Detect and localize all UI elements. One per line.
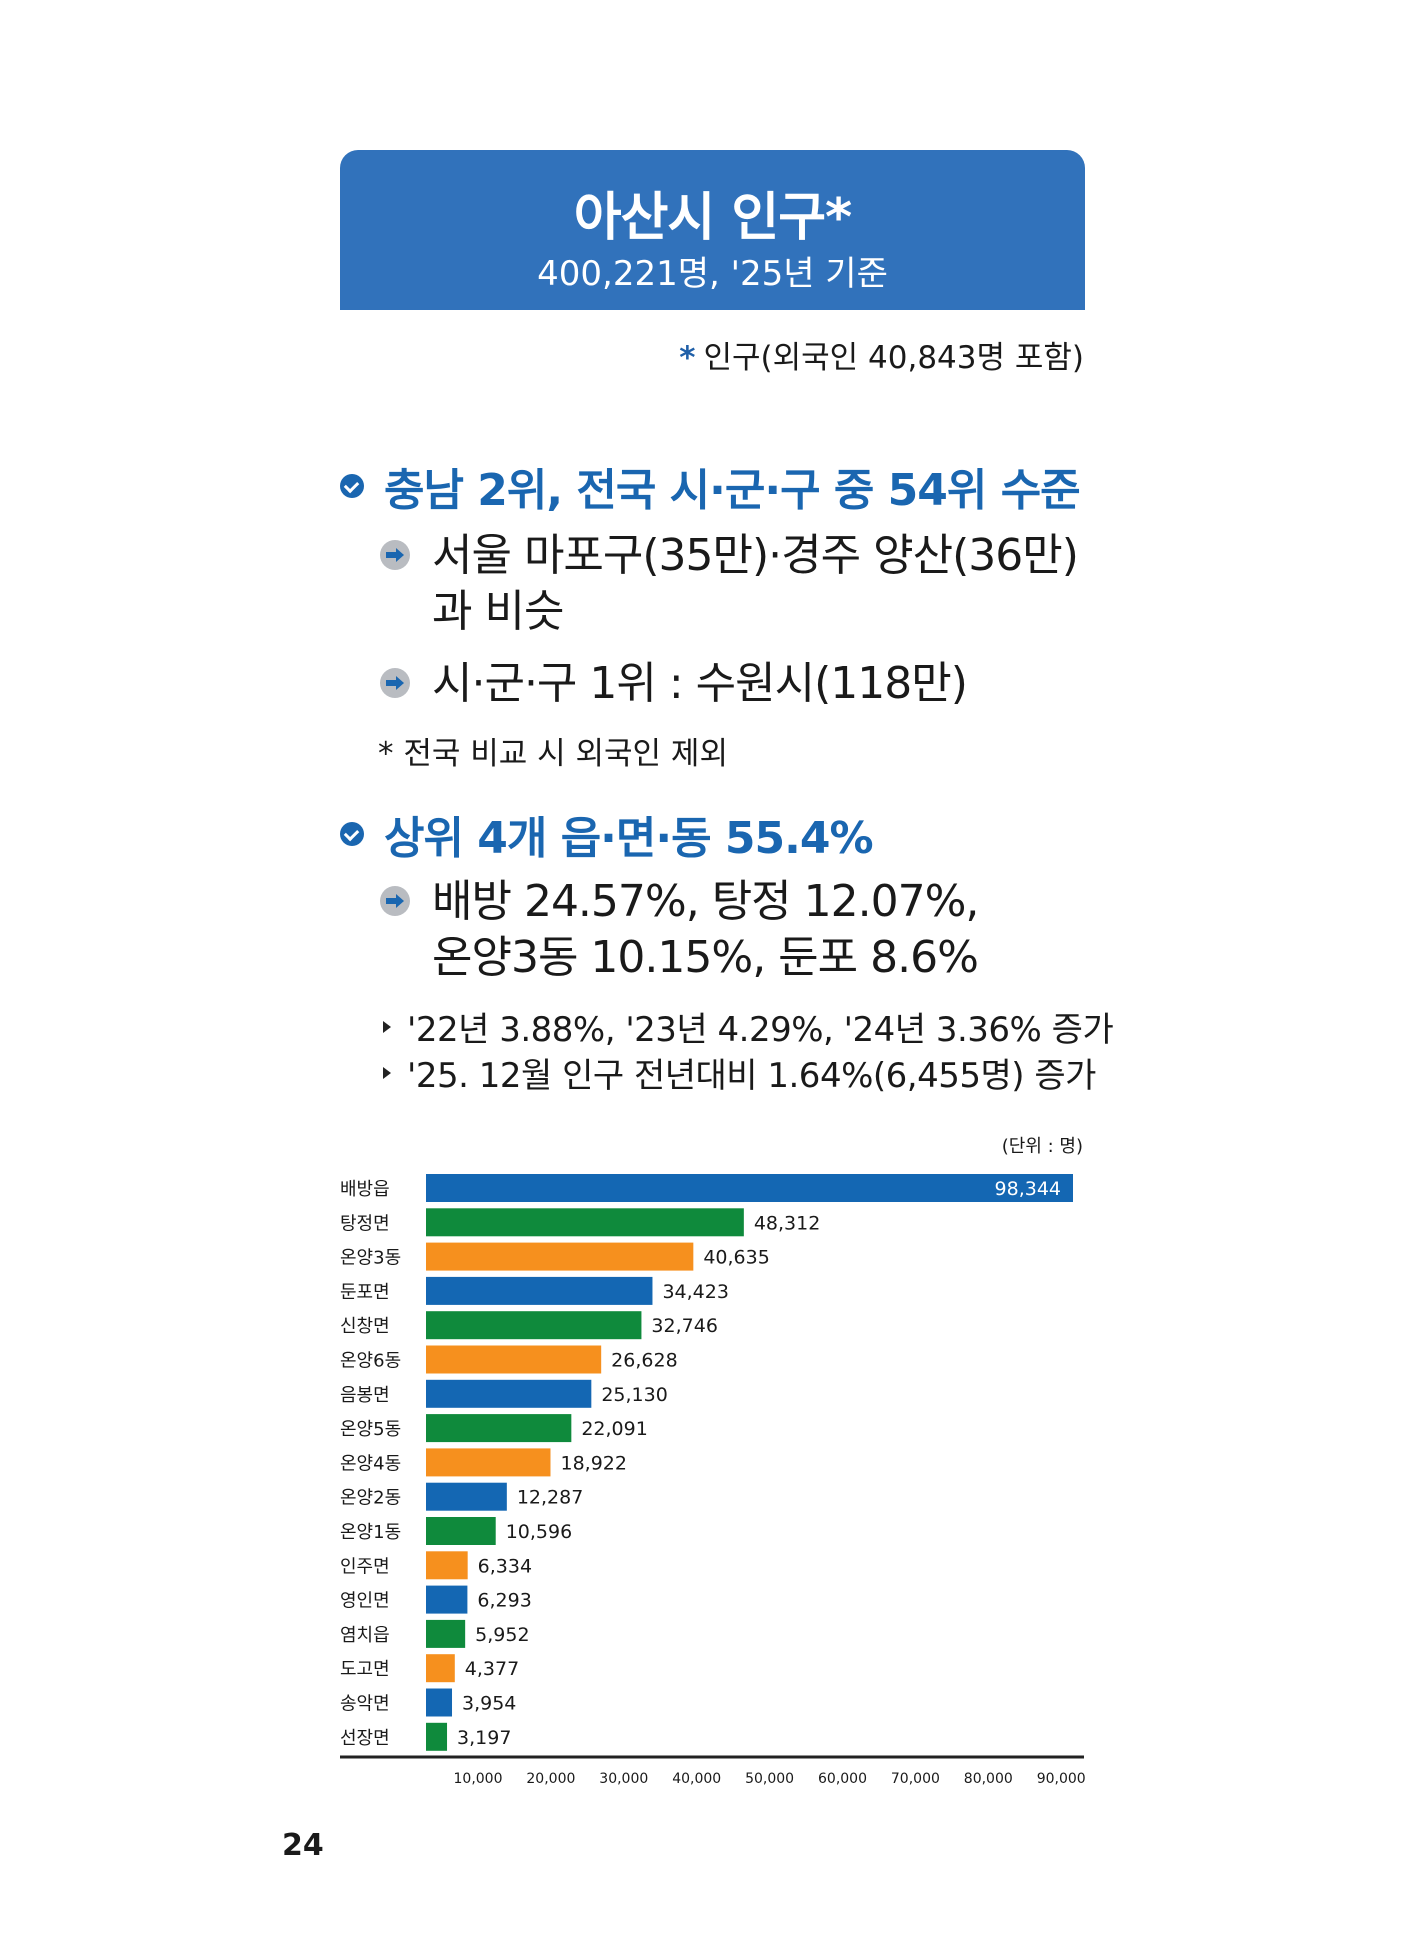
arrow-right-icon xyxy=(380,540,410,570)
data-label: 18,922 xyxy=(560,1452,626,1474)
growth-note: '22년 3.88%, '23년 4.29%, '24년 3.36% 증가 xyxy=(383,1002,1114,1051)
data-label: 98,344 xyxy=(995,1178,1061,1200)
x-tick-label: 40,000 xyxy=(672,1771,721,1787)
data-label: 34,423 xyxy=(662,1281,728,1303)
bar xyxy=(426,1242,694,1271)
bullet-text: 시·군·구 1위 : 수원시(118만) xyxy=(432,658,968,709)
category-label: 온양4동 xyxy=(340,1453,401,1474)
category-label: 송악면 xyxy=(340,1694,390,1715)
category-label: 영인면 xyxy=(340,1591,390,1612)
category-label: 온양6동 xyxy=(340,1351,401,1372)
x-tick-label: 90,000 xyxy=(1037,1771,1086,1787)
category-label: 배방읍 xyxy=(340,1179,390,1200)
population-footnote: * 인구(외국인 40,843명 포함) xyxy=(679,332,1084,377)
bar xyxy=(426,1517,496,1545)
category-label: 인주면 xyxy=(340,1556,390,1577)
bar xyxy=(426,1585,468,1614)
bar xyxy=(426,1551,468,1580)
section-heading-share: 상위 4개 읍·면·동 55.4% xyxy=(340,802,874,866)
category-label: 신창면 xyxy=(340,1316,390,1337)
x-tick-label: 50,000 xyxy=(745,1771,794,1787)
triangle-right-icon xyxy=(383,1020,391,1033)
x-tick-label: 20,000 xyxy=(526,1771,575,1787)
bar xyxy=(426,1619,466,1648)
bullet-top-rank: 시·군·구 1위 : 수원시(118만) xyxy=(380,656,968,712)
bar xyxy=(426,1722,448,1751)
check-circle-icon xyxy=(340,822,364,846)
data-label: 12,287 xyxy=(517,1487,583,1509)
bullet-text: 온양3동 10.15%, 둔포 8.6% xyxy=(432,932,979,983)
growth-note: '25. 12월 인구 전년대비 1.64%(6,455명) 증가 xyxy=(383,1048,1096,1097)
data-label: 26,628 xyxy=(611,1350,677,1372)
category-label: 둔포면 xyxy=(340,1282,390,1303)
comparison-note: * 전국 비교 시 외국인 제외 xyxy=(378,736,728,772)
section-heading-text: 상위 4개 읍·면·동 55.4% xyxy=(384,813,874,864)
data-label: 10,596 xyxy=(506,1521,572,1543)
chart-unit: (단위 : 명) xyxy=(1001,1136,1083,1157)
bullet-comparison: 서울 마포구(35만)·경주 양산(36만) 과 비슷 xyxy=(380,528,1079,640)
data-label: 6,334 xyxy=(478,1555,532,1577)
data-label: 25,130 xyxy=(601,1384,667,1406)
category-label: 탕정면 xyxy=(340,1213,390,1234)
x-tick-label: 80,000 xyxy=(964,1771,1013,1787)
check-circle-icon xyxy=(340,474,364,498)
bar xyxy=(426,1379,592,1408)
bar xyxy=(426,1414,572,1443)
bullet-text: 배방 24.57%, 탕정 12.07%, xyxy=(432,876,979,927)
data-label: 22,091 xyxy=(581,1418,647,1440)
x-tick-label: 70,000 xyxy=(891,1771,940,1787)
data-label: 6,293 xyxy=(477,1590,531,1612)
bar xyxy=(426,1688,453,1717)
category-label: 온양1동 xyxy=(340,1522,401,1543)
growth-note-text: '22년 3.88%, '23년 4.29%, '24년 3.36% 증가 xyxy=(407,1010,1114,1050)
data-label: 4,377 xyxy=(465,1658,519,1680)
bar xyxy=(426,1208,744,1237)
bar xyxy=(426,1174,1073,1202)
data-label: 3,197 xyxy=(457,1727,511,1749)
asterisk-icon: * xyxy=(679,340,696,376)
category-label: 선장면 xyxy=(340,1728,390,1749)
section-heading-rank: 충남 2위, 전국 시·군·구 중 54위 수준 xyxy=(340,454,1081,518)
bar xyxy=(426,1448,551,1477)
x-tick-label: 60,000 xyxy=(818,1771,867,1787)
bullet-share-details: 배방 24.57%, 탕정 12.07%, 온양3동 10.15%, 둔포 8.… xyxy=(380,874,979,986)
category-label: 온양3동 xyxy=(340,1248,401,1269)
x-tick-label: 30,000 xyxy=(599,1771,648,1787)
bar xyxy=(426,1482,507,1511)
category-label: 도고면 xyxy=(340,1659,390,1680)
x-tick-label: 10,000 xyxy=(454,1771,503,1787)
triangle-right-icon xyxy=(383,1066,391,1079)
page-subtitle: 400,221명, '25년 기준 xyxy=(537,254,888,294)
data-label: 3,954 xyxy=(462,1693,516,1715)
data-label: 5,952 xyxy=(475,1624,529,1646)
bullet-text: 서울 마포구(35만)·경주 양산(36만) xyxy=(432,530,1079,581)
growth-note-text: '25. 12월 인구 전년대비 1.64%(6,455명) 증가 xyxy=(407,1056,1096,1096)
page-number: 24 xyxy=(282,1828,324,1863)
page-title: 아산시 인구* xyxy=(573,188,853,248)
arrow-right-icon xyxy=(380,886,410,916)
bullet-text: 과 비슷 xyxy=(432,586,564,637)
bar xyxy=(426,1276,653,1305)
category-label: 염치읍 xyxy=(340,1625,390,1646)
title-banner: 아산시 인구* 400,221명, '25년 기준 xyxy=(340,150,1085,310)
arrow-right-icon xyxy=(380,668,410,698)
section-heading-text: 충남 2위, 전국 시·군·구 중 54위 수준 xyxy=(384,465,1081,516)
category-label: 음봉면 xyxy=(340,1385,390,1406)
footnote-text: 인구(외국인 40,843명 포함) xyxy=(703,340,1084,376)
data-label: 40,635 xyxy=(703,1247,769,1269)
bar xyxy=(426,1345,602,1374)
data-label: 32,746 xyxy=(651,1315,717,1337)
category-label: 온양5동 xyxy=(340,1419,401,1440)
category-label: 온양2동 xyxy=(340,1488,401,1509)
bar xyxy=(426,1654,455,1683)
bar xyxy=(426,1311,642,1340)
data-label: 48,312 xyxy=(754,1212,820,1234)
